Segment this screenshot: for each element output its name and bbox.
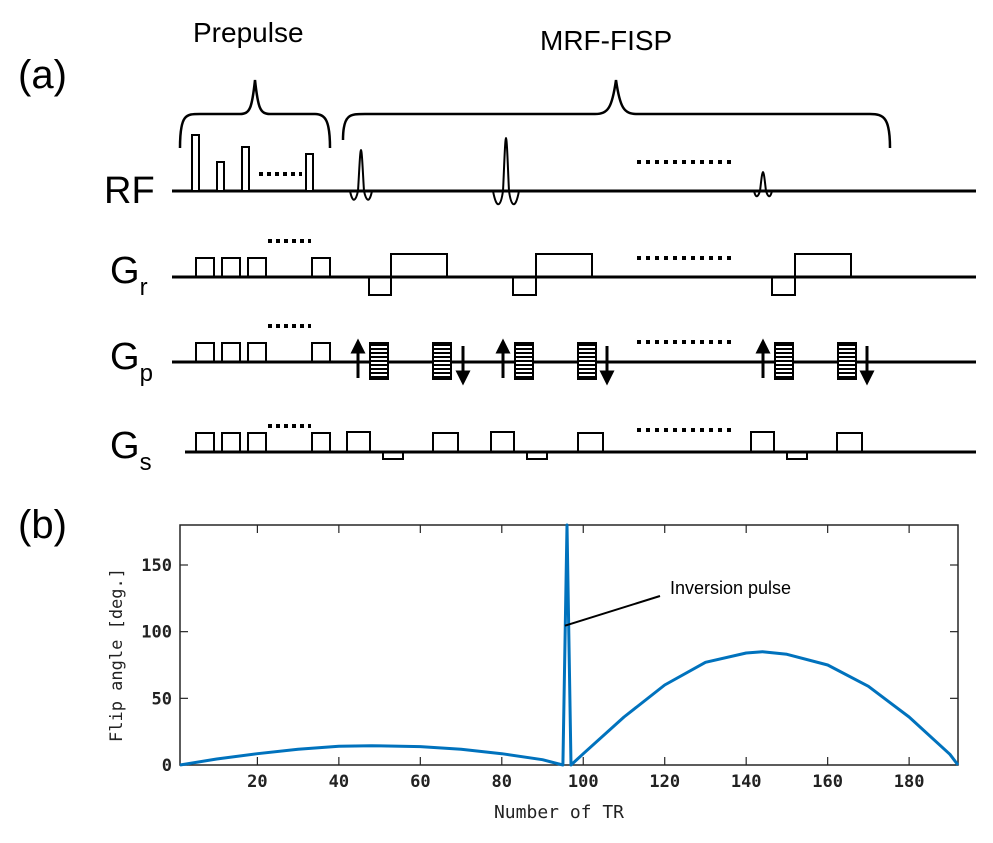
panel-a: (a) Prepulse MRF-FISP RF Gr Gp Gs <box>18 17 976 476</box>
gp-waveform <box>172 324 976 386</box>
gr-channel-label: Gr <box>110 250 148 301</box>
y-tick-label: 150 <box>141 556 172 576</box>
mrf-fisp-brace <box>341 79 892 149</box>
x-tick-label: 180 <box>894 772 925 792</box>
annotation-inversion-pulse: Inversion pulse <box>670 578 791 598</box>
prepulse-label: Prepulse <box>193 17 304 48</box>
series-line-flip-angle <box>179 523 960 767</box>
rf-channel-label: RF <box>104 170 155 212</box>
x-tick-label: 120 <box>649 772 680 792</box>
x-axis-label: Number of TR <box>494 802 624 823</box>
x-tick-label: 40 <box>329 772 349 792</box>
panel-b: (b) 20 40 60 80 100 120 140 160 180 0 50 100 150 Numb… <box>18 503 960 823</box>
x-tick-label: 140 <box>731 772 762 792</box>
mrf-fisp-label: MRF-FISP <box>540 25 672 56</box>
gs-channel-label: Gs <box>110 425 152 476</box>
y-tick-label: 0 <box>162 756 172 776</box>
x-tick-label: 60 <box>410 772 430 792</box>
x-tick-label: 160 <box>812 772 843 792</box>
y-axis-label: Flip angle [deg.] <box>107 568 127 742</box>
y-tick-label: 100 <box>141 623 172 643</box>
panel-a-label: (a) <box>18 53 67 97</box>
y-tick-label: 50 <box>152 689 172 709</box>
x-tick-label: 20 <box>247 772 267 792</box>
annotation-leader-line <box>564 595 661 627</box>
x-tick-label: 100 <box>568 772 599 792</box>
prepulse-brace <box>178 79 332 149</box>
rf-waveform <box>172 134 976 206</box>
flip-angle-chart: 20 40 60 80 100 120 140 160 180 0 50 100 150 Number o… <box>107 523 960 823</box>
panel-b-label: (b) <box>18 503 67 547</box>
x-tick-label: 80 <box>492 772 512 792</box>
gp-channel-label: Gp <box>110 336 153 387</box>
gr-waveform <box>172 239 976 296</box>
gs-waveform <box>185 424 976 460</box>
